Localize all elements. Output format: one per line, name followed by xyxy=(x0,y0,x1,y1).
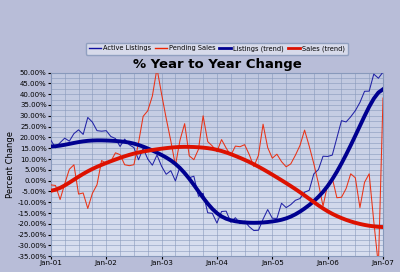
Legend: Active Listings, Pending Sales, Listings (trend), Sales (trend): Active Listings, Pending Sales, Listings… xyxy=(86,43,348,55)
Title: % Year to Year Change: % Year to Year Change xyxy=(132,58,301,71)
Y-axis label: Percent Change: Percent Change xyxy=(6,131,14,198)
